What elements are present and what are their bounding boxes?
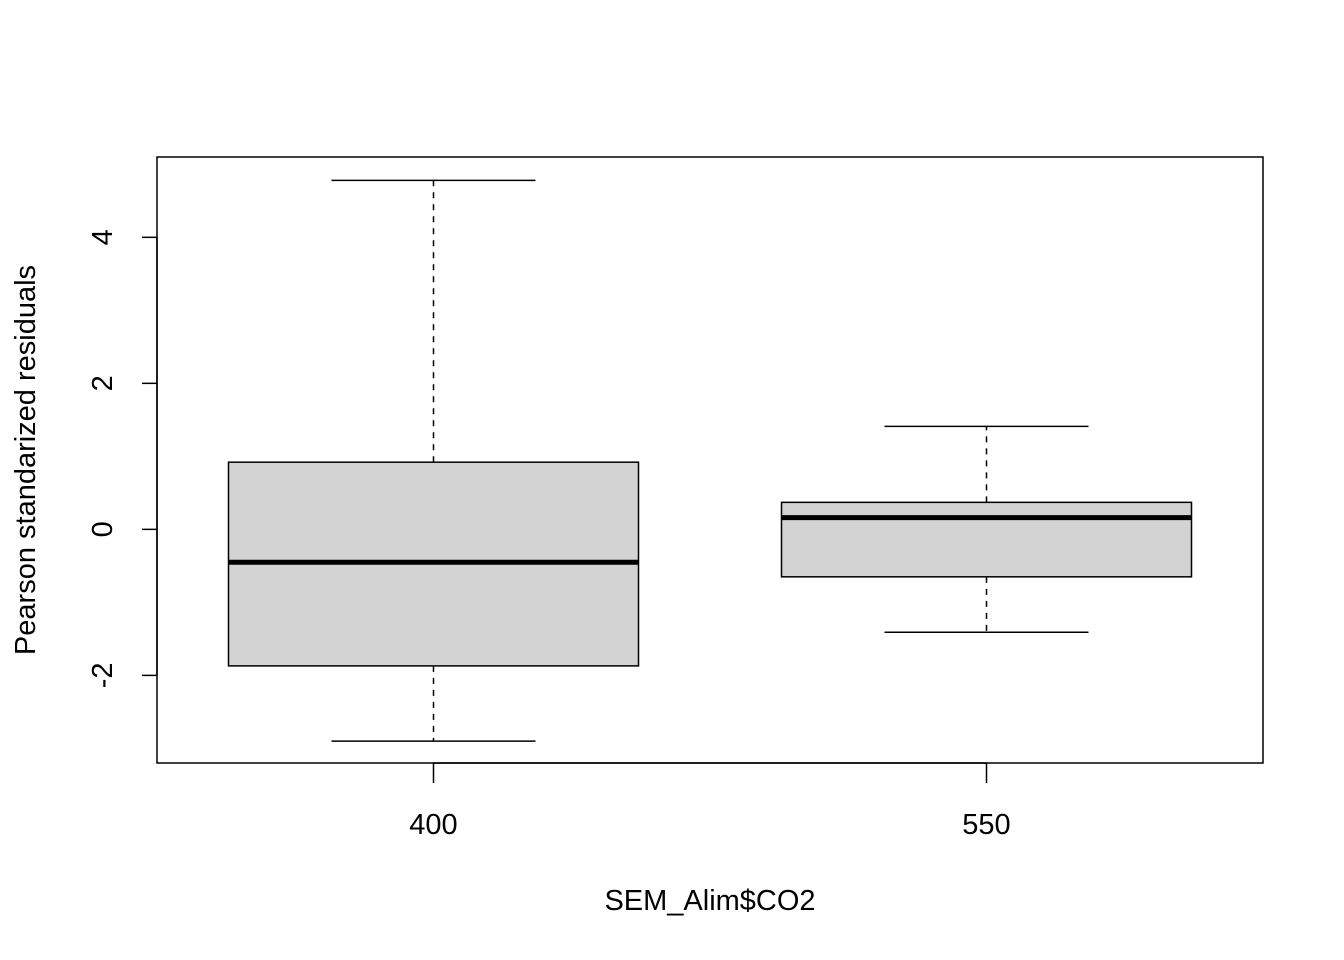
- box-group-400: [227, 179, 640, 742]
- y-tick-label: -2: [87, 662, 119, 688]
- x-axis: 400 550: [409, 762, 1011, 841]
- y-tick-label: 0: [87, 521, 119, 537]
- x-axis-label: SEM_Alim$CO2: [604, 885, 815, 917]
- plot-frame: [156, 156, 1264, 764]
- y-axis-label: Pearson standarized residuals: [10, 265, 42, 655]
- y-tick-label: 4: [87, 229, 119, 245]
- box-group-550: [780, 425, 1193, 634]
- y-tick-label: 2: [87, 375, 119, 391]
- y-axis: -2 0 2 4: [87, 229, 158, 688]
- x-tick-label: 550: [962, 809, 1010, 841]
- box-iqr: [780, 501, 1193, 578]
- x-tick-label: 400: [409, 809, 457, 841]
- box-marks: [227, 179, 1193, 742]
